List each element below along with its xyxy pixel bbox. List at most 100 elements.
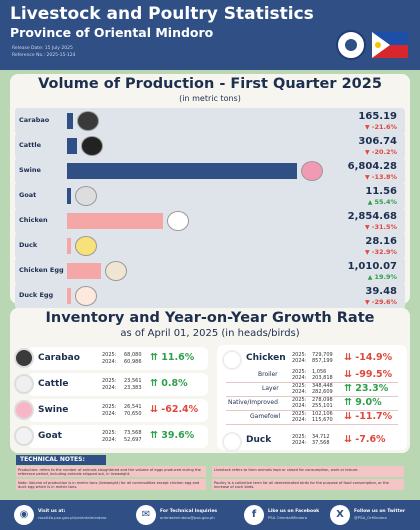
growth-rate-value: -99.5% [355,369,393,380]
volume-row-chicken: Chicken 2,854.68 ▼ -31.5% [15,208,405,234]
value-2024: 857,199 [312,358,333,364]
growth-rate-value: 9.0% [355,397,382,408]
globe-icon: ◉ [14,505,34,525]
footer-link[interactable]: @PSA_OrMindoro [354,515,387,520]
arrow-up-icon: ⇈ [150,352,162,363]
year-2024-label: 2024: [102,359,117,365]
year-2025-label: 2025: [102,404,117,410]
growth-rate-chicken: ⇊ -14.9% [344,352,392,363]
chicken-icon [222,350,242,370]
reference-number: Reference No.: 2025-15-124 [12,53,76,58]
carabao-icon [14,348,34,368]
growth-rate-native-improved: ⇈ 9.0% [344,397,382,408]
volume-subtitle: (in metric tons) [179,94,241,103]
volume-bar-duck [67,238,71,254]
arrow-down-icon: ▼ [365,249,372,256]
volume-value: 306.74 [358,136,397,147]
year-2024-label: 2024: [292,403,307,409]
page-title: Livestock and Poultry Statistics [10,4,314,24]
growth-rate-gamefowl: ⇊ -11.7% [344,411,392,422]
arrow-down-icon: ⇊ [344,352,356,363]
volume-value: 2,854.68 [347,211,397,222]
growth-rate: ⇈ 11.6% [150,352,194,363]
arrow-down-icon: ▼ [365,124,372,131]
inventory-label: Goat [38,431,62,441]
volume-change-value: -13.8% [371,173,397,181]
technical-note-production: Production: refers to the number of anim… [16,466,206,477]
inventory-label-layer: Layer [262,385,279,392]
arrow-up-icon: ⇈ [150,378,162,389]
arrow-down-icon: ▼ [365,149,372,156]
poultry-inventory-panel [217,345,407,450]
duck-icon [222,432,242,452]
volume-value: 6,804.28 [347,161,397,172]
growth-rate-value: -7.6% [355,434,386,445]
goat-icon [14,426,34,446]
value-2024: 255,101 [312,403,333,409]
x-icon: X [330,505,350,525]
volume-change-value: -20.2% [371,148,397,156]
chicken-egg-icon [105,261,128,281]
page-subtitle: Province of Oriental Mindoro [10,25,214,40]
year-2025-label: 2025: [292,397,307,403]
value-2025: 729,709 [312,352,333,358]
arrow-up-icon: ▲ [367,199,375,206]
header: Livestock and Poultry Statistics Provinc… [0,0,420,70]
arrow-down-icon: ⇊ [344,434,356,445]
growth-rate-broiler: ⇊ -99.5% [344,369,392,380]
volume-bar-duck-egg [67,288,71,304]
volume-change-value: -29.6% [371,298,397,306]
cattle-icon [14,374,34,394]
swine-icon [301,161,323,181]
footer-link[interactable]: PSA OrientalMindoro [268,515,308,520]
arrow-up-icon: ⇈ [344,383,356,394]
volume-change: ▲ 55.4% [368,198,397,206]
value-2025: 68,080 [124,352,142,358]
release-date: Release Date: 15 July 2025 [12,46,73,51]
value-2024: 52,697 [124,437,142,443]
volume-bar-carabao [67,113,73,129]
volume-value: 39.48 [365,286,397,297]
year-2024-label: 2024: [102,411,117,417]
year-2025-label: 2025: [102,430,117,436]
growth-rate-value: 11.6% [161,352,195,363]
swine-icon [14,400,34,420]
value-2025: 34,712 [312,434,330,440]
volume-bar-swine [67,163,297,179]
volume-change-value: -31.5% [371,223,397,231]
year-2025-label: 2025: [292,411,307,417]
footer-label: Like us on Facebook [268,509,320,514]
inventory-subtitle: as of April 01, 2025 (in heads/birds) [120,328,300,339]
growth-rate-duck: ⇊ -7.6% [344,434,386,445]
value-2025: 1,056 [312,369,327,375]
volume-label: Chicken [19,216,48,224]
volume-bar-chicken [67,213,164,229]
volume-bar-cattle [67,138,78,154]
year-2025-label: 2025: [292,352,307,358]
inventory-title: Inventory and Year-on-Year Growth Rate [45,310,375,326]
arrow-up-icon: ⇈ [344,397,356,408]
volume-row-swine: Swine 6,804.28 ▼ -13.8% [15,158,405,184]
divider [226,396,398,397]
year-2025-label: 2025: [292,369,307,375]
inventory-row-cattle: Cattle 2025: 2024: 23,561 23,383 ⇈ 0.8% [14,373,208,396]
value-2024: 37,568 [312,440,330,446]
inventory-label-native-improved: Native/Improved [228,399,278,406]
carabao-icon [76,111,99,131]
inventory-row-carabao: Carabao 2025: 2024: 68,080 60,986 ⇈ 11.6% [14,347,208,370]
year-2024-label: 2024: [102,437,117,443]
volume-row-carabao: Carabao 165.19 ▼ -21.6% [15,108,405,134]
value-2024: 23,383 [124,385,142,391]
chicken-icon [167,211,190,231]
value-2025: 73,568 [124,430,142,436]
year-2025-label: 2025: [292,434,307,440]
inventory-row-goat: Goat 2025: 2024: 73,568 52,697 ⇈ 39.6% [14,425,208,448]
footer-link[interactable]: rsso04b.psa.gov.ph/orientalmindoro [38,515,107,520]
volume-label: Cattle [19,141,42,149]
footer-link[interactable]: orientalmindoro@psa.gov.ph [160,515,215,520]
value-2025: 348,448 [312,383,333,389]
value-2025: 102,106 [312,411,333,417]
growth-rate-value: 23.3% [355,383,389,394]
value-2024: 60,986 [124,359,142,365]
volume-value: 11.56 [365,186,397,197]
